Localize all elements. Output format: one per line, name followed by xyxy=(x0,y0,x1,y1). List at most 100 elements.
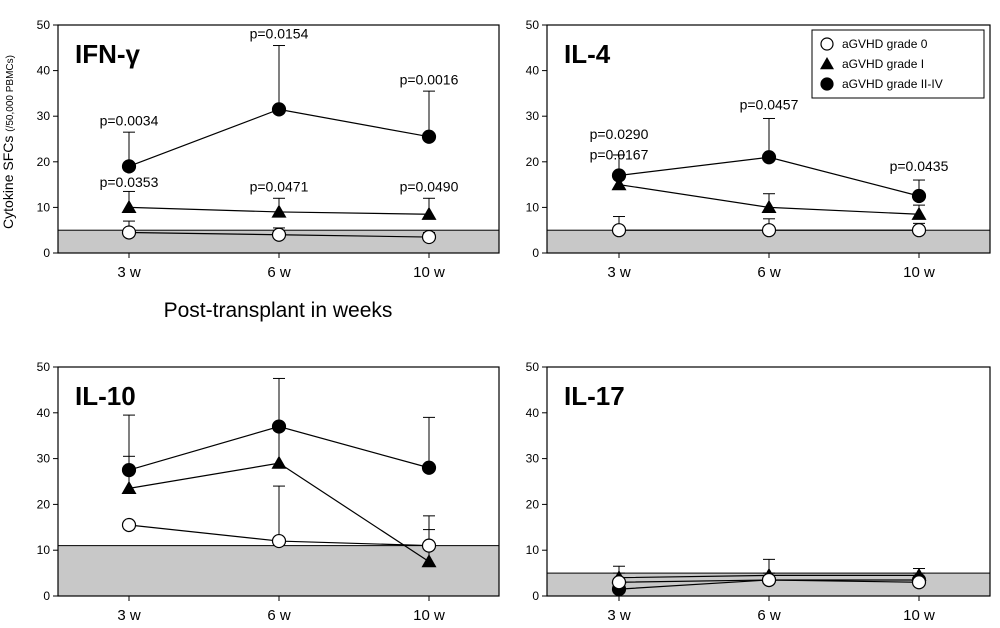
y-tick-label: 20 xyxy=(37,497,51,511)
data-point xyxy=(911,188,927,204)
data-point xyxy=(121,199,137,214)
legend-entry: aGVHD grade 0 xyxy=(842,37,928,51)
series-open-circle xyxy=(121,485,437,553)
x-tick-label: 3 w xyxy=(117,264,141,281)
x-tick-label: 6 w xyxy=(757,264,781,281)
data-point xyxy=(911,206,927,220)
panel-il-17: 0 10 20 30 40 50 3 w 6 w 10 w IL-17 xyxy=(526,360,991,624)
y-tick-label: 40 xyxy=(37,64,51,78)
x-tick-label: 10 w xyxy=(413,264,445,281)
y-tick-label: 10 xyxy=(37,200,51,214)
legend-entry: aGVHD grade I xyxy=(842,57,924,71)
legend-box xyxy=(811,29,985,99)
y-tick-label: 50 xyxy=(37,360,51,374)
p-value-label: p=0.0016 xyxy=(400,71,459,87)
y-tick-label: 10 xyxy=(37,543,51,557)
y-tick-label: 10 xyxy=(526,200,540,214)
p-value-label: p=0.0490 xyxy=(400,178,459,194)
series-filled-triangle xyxy=(121,426,437,568)
data-point xyxy=(271,533,287,549)
data-point xyxy=(421,460,437,475)
series-filled-triangle xyxy=(611,154,927,220)
data-point xyxy=(271,102,287,117)
y-tick-label: 30 xyxy=(37,452,51,466)
data-point xyxy=(421,129,437,144)
x-tick-label: 3 w xyxy=(607,264,631,281)
series-filled-triangle xyxy=(121,190,437,220)
panel-il-4: 0 10 20 30 40 50 3 w 6 w 10 w IL-4 p=0.0290 p=0.016… xyxy=(526,18,991,281)
y-tick-label: 50 xyxy=(37,18,51,32)
x-tick-label: 10 w xyxy=(903,607,935,624)
y-tick-label: 30 xyxy=(37,109,51,123)
x-tick-label: 10 w xyxy=(413,607,445,624)
data-point xyxy=(611,177,627,191)
x-tick-label: 10 w xyxy=(903,264,935,281)
data-point xyxy=(761,150,777,165)
data-point xyxy=(421,538,437,553)
y-tick-label: 0 xyxy=(532,246,539,260)
x-axis-label: Post-transplant in weeks xyxy=(164,299,393,322)
legend: aGVHD grade 0 aGVHD grade I aGVHD grade II… xyxy=(811,29,985,99)
p-value-label: p=0.0471 xyxy=(250,178,309,194)
series-filled-circle xyxy=(611,117,927,204)
series-open-circle xyxy=(121,220,437,245)
y-tick-label: 0 xyxy=(532,589,539,603)
data-point xyxy=(121,225,137,240)
y-tick-label: 40 xyxy=(37,406,51,420)
threshold-band xyxy=(57,545,500,597)
y-tick-label: 20 xyxy=(37,155,51,169)
data-point xyxy=(611,223,627,238)
p-value-label: p=0.0353 xyxy=(100,174,159,190)
panel-title: IL-17 xyxy=(564,381,625,411)
data-point xyxy=(271,204,287,218)
p-value-label: p=0.0034 xyxy=(100,112,159,128)
y-tick-label: 0 xyxy=(43,589,50,603)
legend-marker xyxy=(820,77,834,91)
data-point xyxy=(121,480,137,494)
x-tick-label: 3 w xyxy=(117,607,141,624)
x-tick-label: 6 w xyxy=(757,607,781,624)
data-point xyxy=(611,575,627,590)
y-tick-label: 40 xyxy=(526,406,540,420)
y-tick-label: 30 xyxy=(526,452,540,466)
p-value-label: p=0.0154 xyxy=(250,26,309,42)
series-open-circle xyxy=(611,572,927,590)
legend-marker xyxy=(820,37,834,51)
data-point xyxy=(911,223,927,238)
series-line xyxy=(128,108,430,167)
panel-title: IL-4 xyxy=(564,39,611,69)
y-tick-label: 40 xyxy=(526,64,540,78)
data-point xyxy=(421,206,437,220)
y-tick-label: 20 xyxy=(526,155,540,169)
data-point xyxy=(271,455,287,469)
p-value-label: p=0.0290 xyxy=(590,126,649,142)
x-tick-label: 3 w xyxy=(607,607,631,624)
legend-entry: aGVHD grade II-IV xyxy=(842,77,943,91)
panel-il-10: 0 10 20 30 40 50 3 w 6 w 10 w IL-10 xyxy=(37,360,500,624)
p-value-label: p=0.0457 xyxy=(740,96,799,112)
data-point xyxy=(761,199,777,214)
y-tick-label: 50 xyxy=(526,360,540,374)
data-point xyxy=(121,159,137,174)
panel-title: IL-10 xyxy=(75,381,136,411)
data-point xyxy=(121,517,137,533)
y-tick-label: 10 xyxy=(526,543,540,557)
data-point xyxy=(421,554,437,568)
y-tick-label: 30 xyxy=(526,109,540,123)
x-tick-label: 6 w xyxy=(267,264,291,281)
data-point xyxy=(761,223,777,238)
p-value-label: p=0.0167 xyxy=(590,147,649,163)
data-point xyxy=(911,575,927,590)
legend-marker xyxy=(820,57,834,70)
panel-title: IFN-γ xyxy=(75,39,141,69)
data-point xyxy=(421,229,437,245)
series-filled-circle xyxy=(121,45,437,174)
y-tick-label: 50 xyxy=(526,18,540,32)
data-point xyxy=(761,572,777,588)
p-value-label: p=0.0435 xyxy=(890,158,949,174)
panel-ifn-gamma: 0 10 20 30 40 50 3 w 6 w 10 w IFN-γ p=0.0034 p=0.01… xyxy=(37,18,500,281)
x-tick-label: 6 w xyxy=(267,607,291,624)
y-tick-label: 0 xyxy=(43,246,50,260)
y-tick-label: 20 xyxy=(526,497,540,511)
